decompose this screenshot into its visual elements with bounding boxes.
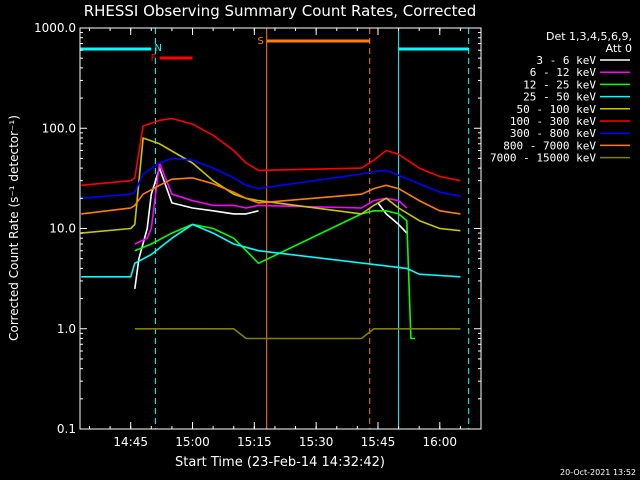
series-line-5-0 (81, 117, 461, 187)
series-line-8-0 (134, 327, 461, 340)
y-tick-label-1000.0: 1000.0 (34, 21, 76, 35)
footer-date: 20-Oct-2021 13:52 (560, 468, 636, 477)
legend-label-1: 6 - 12 keV (530, 66, 597, 79)
x-tick-label-15:30: 15:30 (299, 435, 334, 449)
chart-title: RHESSI Observing Summary Count Rates, Co… (84, 2, 477, 20)
series-line-0-1 (377, 202, 408, 234)
x-tick-label-16:00: 16:00 (422, 435, 457, 449)
flag-label-F: F (151, 53, 157, 64)
plot-frame (79, 27, 482, 430)
legend-label-8: 7000 - 15000 keV (490, 152, 596, 165)
y-tick-label-0.1: 0.1 (57, 422, 76, 436)
y-tick-label-1.0: 1.0 (57, 322, 76, 336)
series-line-7-0 (81, 177, 461, 215)
plot-area: NF S (79, 28, 470, 429)
x-tick-label-15:00: 15:00 (175, 435, 210, 449)
series-line-2-0 (134, 210, 416, 340)
series-line-0-0 (134, 167, 259, 290)
series-line-1-0 (134, 162, 408, 245)
legend-header-line-2: Att 0 (606, 42, 632, 55)
legend-label-0: 3 - 6 keV (536, 54, 596, 67)
y-tick-label-10.0: 10.0 (49, 222, 76, 236)
series-line-6-0 (81, 157, 461, 200)
flag-label-N: N (155, 43, 162, 54)
x-tick-label-15:15: 15:15 (237, 435, 272, 449)
legend-label-5: 100 - 300 keV (510, 115, 596, 128)
legend-label-4: 50 - 100 keV (517, 103, 597, 116)
x-axis-label: Start Time (23-Feb-14 14:32:42) (175, 455, 385, 470)
x-tick-label-14:45: 14:45 (113, 435, 148, 449)
series-line-3-0 (81, 223, 461, 278)
legend-label-7: 800 - 7000 keV (503, 139, 596, 152)
legend-header-line-1: Det 1,3,4,5,6,9, (546, 30, 632, 43)
legend-label-3: 25 - 50 keV (523, 91, 596, 104)
y-tick-label-100.0: 100.0 (42, 121, 76, 135)
axes: 14:45 15:00 15:15 15:30 15:45 16:00 0.1 1.0 10.0… (34, 21, 482, 449)
y-axis-label: Corrected Count Rate (s⁻¹ detector⁻¹) (7, 115, 21, 341)
x-tick-label-15:45: 15:45 (361, 435, 396, 449)
legend-label-2: 12 - 25 keV (523, 78, 596, 91)
legend-label-6: 300 - 800 keV (510, 127, 596, 140)
flag-label-S: S (258, 36, 264, 47)
